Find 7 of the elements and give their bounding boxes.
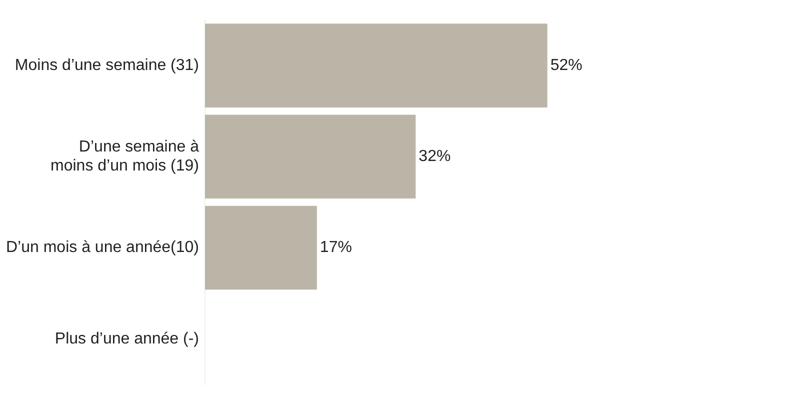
y-tick-label: Plus d’une année (-): [54, 330, 200, 348]
data-label: 52%: [550, 56, 582, 74]
y-tick-label: D’un mois à une année(10): [6, 239, 200, 256]
y-tick-label: Moins d’une semaine (31): [14, 56, 200, 74]
data-label: 17%: [320, 239, 352, 256]
data-label: 32%: [418, 148, 451, 166]
y-tick-label: D’une semaine à moins d’un mois (19): [50, 138, 200, 175]
